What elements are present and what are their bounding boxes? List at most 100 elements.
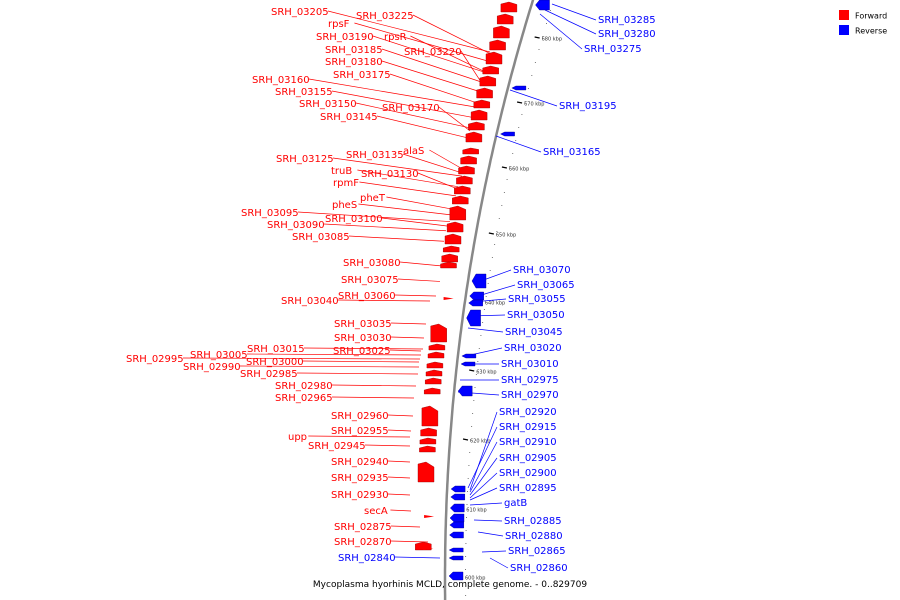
minor-tick: [467, 478, 469, 479]
tick-mark: [501, 166, 508, 169]
minor-tick: [494, 244, 496, 245]
tick-label: 600 kbp: [465, 576, 485, 582]
connector-line: [412, 14, 493, 55]
forward-gene-label: secA: [364, 506, 388, 517]
reverse-gene: [471, 273, 487, 289]
forward-gene: [443, 245, 460, 253]
minor-tick: [503, 192, 505, 193]
connector-line: [386, 196, 455, 210]
minor-tick: [531, 75, 533, 76]
connector-line: [381, 48, 485, 84]
reverse-gene: [468, 299, 483, 307]
minor-tick: [477, 361, 479, 362]
connector-line: [390, 322, 427, 325]
minor-tick: [518, 127, 520, 128]
forward-gene: [473, 99, 490, 109]
reverse-gene-label: SRH_02895: [499, 483, 557, 494]
legend-reverse-label: Reverse: [855, 27, 887, 36]
minor-tick: [472, 413, 474, 414]
minor-tick: [466, 517, 467, 518]
reverse-gene: [500, 131, 515, 137]
reverse-gene: [450, 503, 465, 513]
forward-gene: [458, 165, 475, 175]
tick-label: 620 kbp: [470, 439, 490, 445]
reverse-gene: [450, 493, 465, 501]
reverse-gene-label: SRH_02905: [499, 453, 557, 464]
forward-gene-label: SRH_03205: [271, 7, 329, 18]
reverse-gene-label: SRH_02920: [499, 407, 557, 418]
reverse-gene: [448, 571, 464, 581]
minor-tick: [506, 179, 508, 180]
reverse-gene: [535, 0, 550, 11]
minor-tick: [468, 465, 470, 466]
forward-gene-label: pheT: [360, 193, 386, 204]
forward-gene-label: SRH_02870: [334, 537, 392, 548]
minor-tick: [474, 387, 476, 388]
forward-gene-label: SRH_03085: [292, 232, 350, 243]
connector-line: [296, 372, 419, 375]
connector-line: [460, 50, 483, 84]
forward-gene-label: SRH_02940: [331, 457, 389, 468]
forward-gene-label: SRH_03190: [316, 32, 374, 43]
forward-gene-label: SRH_03090: [267, 220, 325, 231]
minor-tick: [521, 114, 523, 115]
forward-gene: [417, 461, 435, 483]
forward-gene: [425, 369, 443, 377]
connector-line: [390, 509, 412, 512]
tick-mark: [516, 101, 523, 104]
forward-gene-label: SRH_03155: [275, 87, 333, 98]
reverse-gene-label: SRH_02900: [499, 468, 557, 479]
forward-gene: [444, 233, 462, 245]
forward-gene-label: SRH_03095: [241, 208, 299, 219]
minor-tick: [534, 62, 536, 63]
forward-gene-label: SRH_03160: [252, 75, 310, 86]
minor-tick: [498, 218, 500, 219]
connector-line: [469, 441, 498, 493]
forward-gene: [470, 109, 488, 121]
minor-tick: [470, 439, 472, 440]
tick-mark: [469, 369, 475, 372]
forward-gene-label: SRH_02980: [275, 381, 333, 392]
forward-gene: [452, 195, 469, 205]
forward-gene-label: SRH_02930: [331, 490, 389, 501]
connector-line: [467, 426, 498, 489]
forward-gene: [449, 205, 466, 221]
connector-line: [387, 493, 411, 496]
reverse-gene-label: SRH_03275: [584, 44, 642, 55]
connector-line: [481, 550, 507, 553]
reverse-gene: [448, 547, 464, 553]
forward-gene: [440, 261, 457, 269]
connector-line: [327, 10, 491, 53]
connector-line: [246, 353, 422, 356]
minor-tick: [542, 36, 544, 37]
reverse-gene-label: SRH_03065: [517, 280, 575, 291]
connector-line: [469, 487, 498, 501]
minor-tick: [465, 582, 466, 583]
minor-tick: [465, 543, 467, 544]
forward-gene: [465, 131, 483, 143]
connector-line: [390, 336, 425, 339]
forward-gene-label: SRH_03000: [246, 357, 304, 368]
connector-line: [469, 502, 503, 506]
connector-line: [389, 73, 480, 104]
forward-gene-label: upp: [288, 432, 307, 443]
minor-tick: [509, 166, 511, 167]
forward-gene-label: SRH_02840: [338, 553, 396, 564]
label-connectors: [182, 3, 597, 569]
connector-line: [355, 102, 473, 129]
connector-line: [394, 294, 437, 297]
forward-gene-label: SRH_03060: [338, 291, 396, 302]
connector-line: [331, 384, 417, 387]
forward-gene-label: SRH_02985: [240, 369, 298, 380]
legend: Forward Reverse: [839, 10, 887, 36]
connector-line: [387, 429, 412, 432]
forward-gene-label: SRH_02990: [183, 362, 241, 373]
reverse-gene-label: SRH_02865: [508, 546, 566, 557]
connector-line: [489, 557, 509, 569]
forward-gene-label: SRH_03125: [276, 154, 334, 165]
connector-line: [381, 60, 482, 93]
forward-gene-label: SRH_02965: [275, 393, 333, 404]
minor-tick: [515, 140, 517, 141]
gene-features: [415, 0, 550, 581]
